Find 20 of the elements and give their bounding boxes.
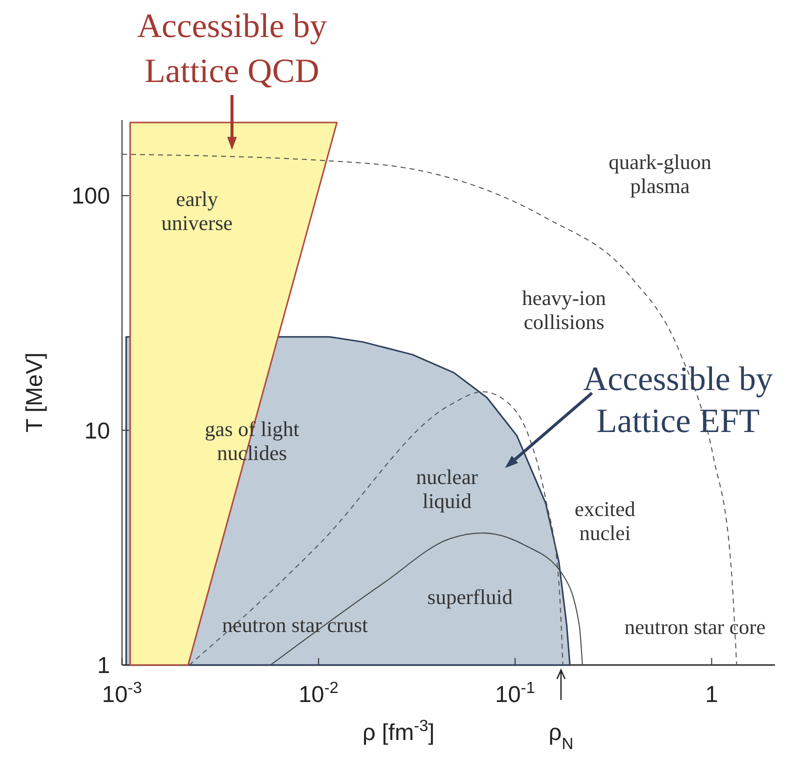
x-tick-label: 10$^{-1}$ xyxy=(495,679,536,707)
y-axis-title: T [MeV] xyxy=(21,352,47,433)
x-tick-label: 10$^{-2}$ xyxy=(298,679,339,707)
x-tick-label: 10$^{-3}$ xyxy=(102,679,142,707)
y-tick-label: 100 xyxy=(72,182,110,209)
x-axis-title: ρ [fm$^{-3}$] xyxy=(362,717,435,745)
text: ρ$_{N}$ xyxy=(548,719,574,753)
annotation: heavy-ion collisions xyxy=(522,286,606,334)
annotation: neutron star core xyxy=(624,615,766,639)
annotation: Accessible by Lattice EFT xyxy=(583,361,773,440)
annotation: superfluid xyxy=(427,585,514,609)
annotation: excited nuclei xyxy=(574,497,636,545)
annotation: early universe xyxy=(161,187,233,235)
y-tick-label: 1 xyxy=(97,652,110,678)
annotation: nuclear liquid xyxy=(416,465,478,513)
x-tick-label: 1 xyxy=(705,681,718,707)
y-tick-label: 10 xyxy=(84,417,110,444)
annotation: quark-gluon plasma xyxy=(608,150,712,198)
text: Accessible by Lattice QCD xyxy=(137,8,327,90)
annotation: neutron star crust xyxy=(222,613,368,637)
